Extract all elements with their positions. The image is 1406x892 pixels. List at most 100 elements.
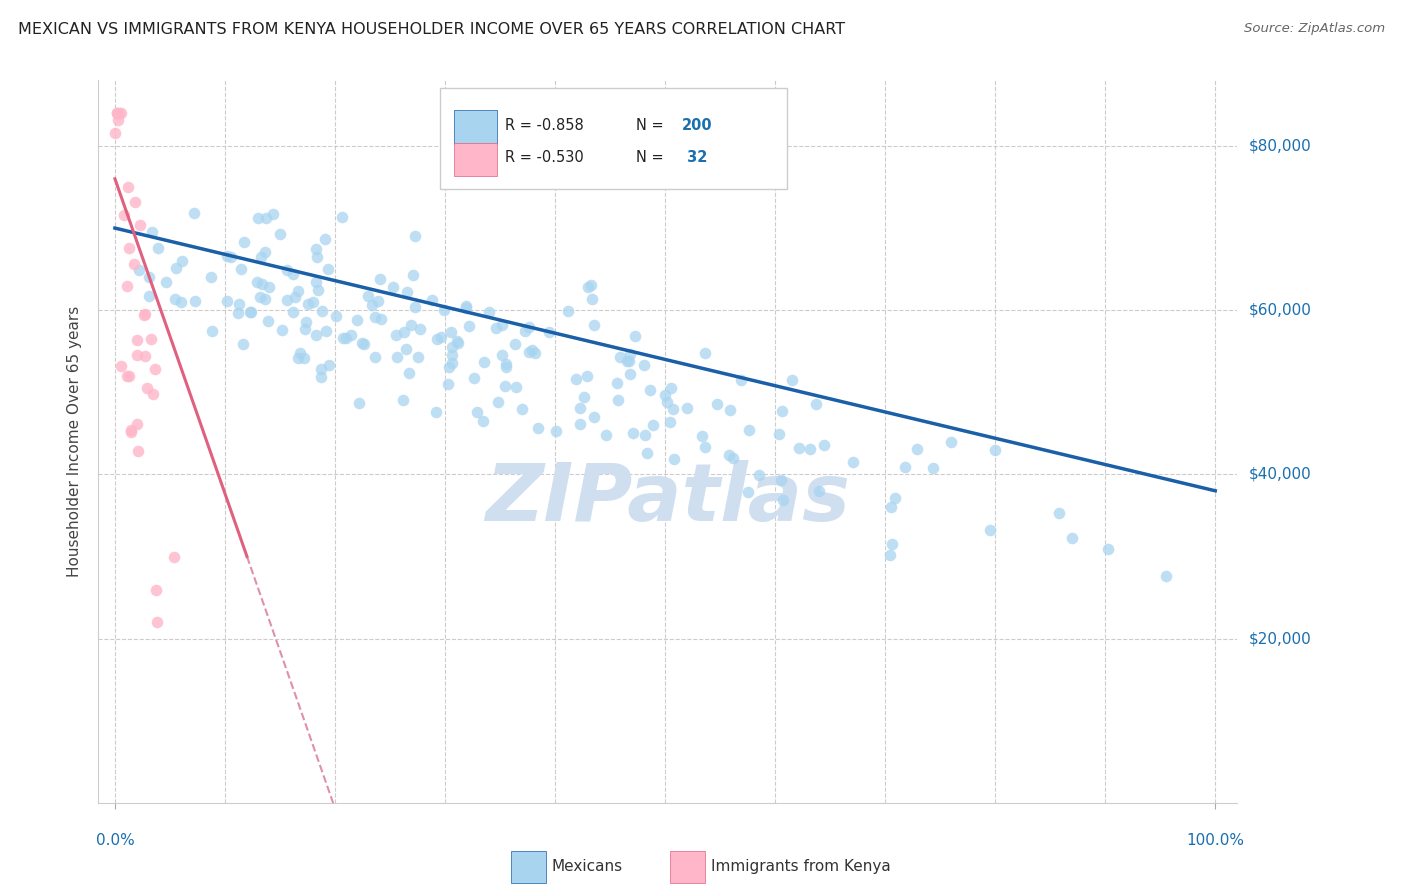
Point xyxy=(718,402,741,417)
Point xyxy=(104,126,127,140)
Point xyxy=(437,377,460,392)
Point xyxy=(770,404,793,418)
Point xyxy=(486,394,509,409)
Point xyxy=(581,292,603,306)
Point xyxy=(134,307,156,321)
Point xyxy=(619,347,641,361)
Point xyxy=(142,387,165,401)
Point xyxy=(148,241,170,255)
Point xyxy=(391,392,413,407)
Point xyxy=(662,452,685,467)
Text: $60,000: $60,000 xyxy=(1249,302,1312,318)
Point xyxy=(165,292,187,306)
Point xyxy=(309,362,332,376)
Point xyxy=(634,428,657,442)
Point xyxy=(638,383,661,397)
Text: Mexicans: Mexicans xyxy=(551,859,623,874)
Point xyxy=(384,328,406,343)
Point xyxy=(515,324,537,338)
Point xyxy=(979,523,1001,537)
Point xyxy=(118,369,141,384)
Point xyxy=(350,336,373,351)
Point xyxy=(110,106,132,120)
Point xyxy=(357,288,380,302)
Point xyxy=(404,301,426,315)
Point xyxy=(409,321,432,335)
Point xyxy=(440,348,463,362)
Point xyxy=(472,355,495,369)
Point xyxy=(287,284,309,298)
Point xyxy=(252,277,274,291)
Point xyxy=(125,348,148,362)
Point xyxy=(546,424,568,438)
Point xyxy=(693,440,716,454)
Point xyxy=(395,342,418,356)
Point xyxy=(737,485,759,500)
Point xyxy=(283,305,305,319)
Point xyxy=(721,451,744,466)
Point xyxy=(107,106,129,120)
Point xyxy=(718,448,741,462)
Point xyxy=(117,180,139,194)
Point xyxy=(404,229,426,244)
Point xyxy=(184,293,207,308)
Point xyxy=(440,325,463,339)
Point xyxy=(200,269,222,284)
Point xyxy=(363,310,385,324)
Point xyxy=(138,269,160,284)
Point xyxy=(346,313,368,327)
Point xyxy=(254,292,277,306)
Point xyxy=(269,227,291,241)
Point xyxy=(1060,531,1083,545)
Point xyxy=(446,335,468,350)
Point xyxy=(517,345,540,359)
Point xyxy=(582,318,605,332)
Point xyxy=(657,394,679,409)
Point xyxy=(520,343,543,358)
Point xyxy=(353,337,375,351)
Point xyxy=(145,583,167,598)
Point xyxy=(572,390,595,404)
Point xyxy=(557,304,579,318)
Point xyxy=(307,284,329,298)
Point xyxy=(984,443,1007,458)
Point xyxy=(706,397,728,411)
Point xyxy=(370,312,392,326)
Text: 200: 200 xyxy=(682,118,713,133)
Point xyxy=(217,248,239,262)
Point xyxy=(143,361,166,376)
Point xyxy=(583,409,606,424)
Point xyxy=(527,421,550,435)
Point xyxy=(270,323,292,337)
Point xyxy=(676,401,699,416)
Point xyxy=(217,293,239,308)
Point xyxy=(503,337,526,351)
Point xyxy=(228,297,250,311)
Point xyxy=(107,112,129,127)
Point xyxy=(894,459,917,474)
Text: $40,000: $40,000 xyxy=(1249,467,1312,482)
Point xyxy=(807,483,830,498)
Point xyxy=(463,371,485,385)
Point xyxy=(1097,542,1119,557)
Point xyxy=(425,404,447,418)
Point xyxy=(318,358,340,372)
Point xyxy=(641,417,664,432)
Point xyxy=(302,295,325,310)
Point xyxy=(385,350,408,364)
Point xyxy=(340,328,363,343)
Point xyxy=(636,446,658,460)
Point xyxy=(305,242,328,256)
Point xyxy=(619,367,641,381)
Point xyxy=(772,493,794,508)
Point xyxy=(110,359,132,373)
Point xyxy=(465,405,488,419)
Point xyxy=(120,423,142,437)
Point xyxy=(307,250,329,264)
Point xyxy=(229,261,252,276)
Point xyxy=(392,326,415,340)
Point xyxy=(787,441,810,455)
Point xyxy=(105,106,128,120)
Point xyxy=(135,380,157,394)
Point xyxy=(283,290,305,304)
